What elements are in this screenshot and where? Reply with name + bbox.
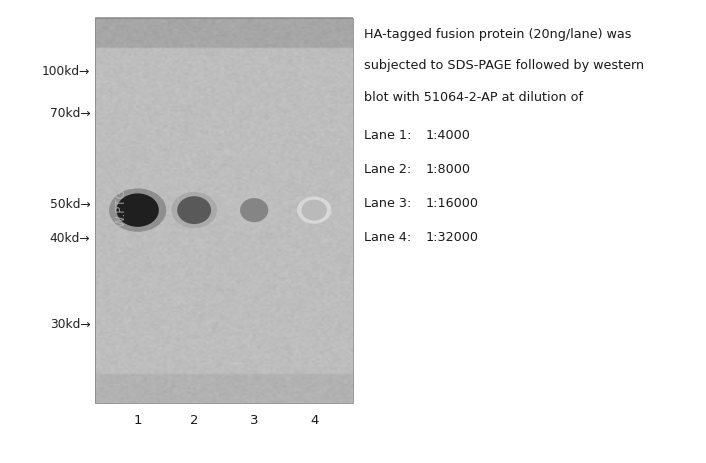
Text: Lane 1:: Lane 1:: [364, 129, 411, 142]
Ellipse shape: [235, 195, 273, 226]
Text: 1:32000: 1:32000: [426, 231, 479, 244]
Text: Lane 4:: Lane 4:: [364, 231, 411, 244]
Text: 30kd→: 30kd→: [49, 318, 90, 331]
Ellipse shape: [116, 194, 159, 227]
Text: 100kd→: 100kd→: [42, 65, 90, 78]
Text: HA-tagged fusion protein (20ng/lane) was: HA-tagged fusion protein (20ng/lane) was: [364, 28, 631, 41]
Text: 70kd→: 70kd→: [49, 107, 90, 120]
Text: 1:8000: 1:8000: [426, 163, 471, 176]
Text: Lane 3:: Lane 3:: [364, 197, 411, 210]
Text: 4: 4: [310, 413, 318, 426]
Text: 40kd→: 40kd→: [49, 232, 90, 245]
Text: 3: 3: [250, 413, 258, 426]
Ellipse shape: [297, 197, 331, 224]
Text: Lane 2:: Lane 2:: [364, 163, 411, 176]
Text: 1:16000: 1:16000: [426, 197, 479, 210]
Ellipse shape: [109, 189, 167, 232]
Text: subjected to SDS-PAGE followed by western: subjected to SDS-PAGE followed by wester…: [364, 59, 644, 72]
Ellipse shape: [177, 197, 211, 225]
Ellipse shape: [301, 200, 327, 221]
Text: blot with 51064-2-AP at dilution of: blot with 51064-2-AP at dilution of: [364, 91, 582, 104]
Ellipse shape: [240, 199, 268, 223]
Text: 2: 2: [190, 413, 198, 426]
Ellipse shape: [172, 193, 217, 229]
Text: 1: 1: [133, 413, 142, 426]
Text: 1:4000: 1:4000: [426, 129, 471, 142]
Bar: [95, 19, 353, 403]
Text: 50kd→: 50kd→: [49, 197, 90, 210]
Text: WWW.PTGLAB.COM: WWW.PTGLAB.COM: [114, 134, 128, 249]
